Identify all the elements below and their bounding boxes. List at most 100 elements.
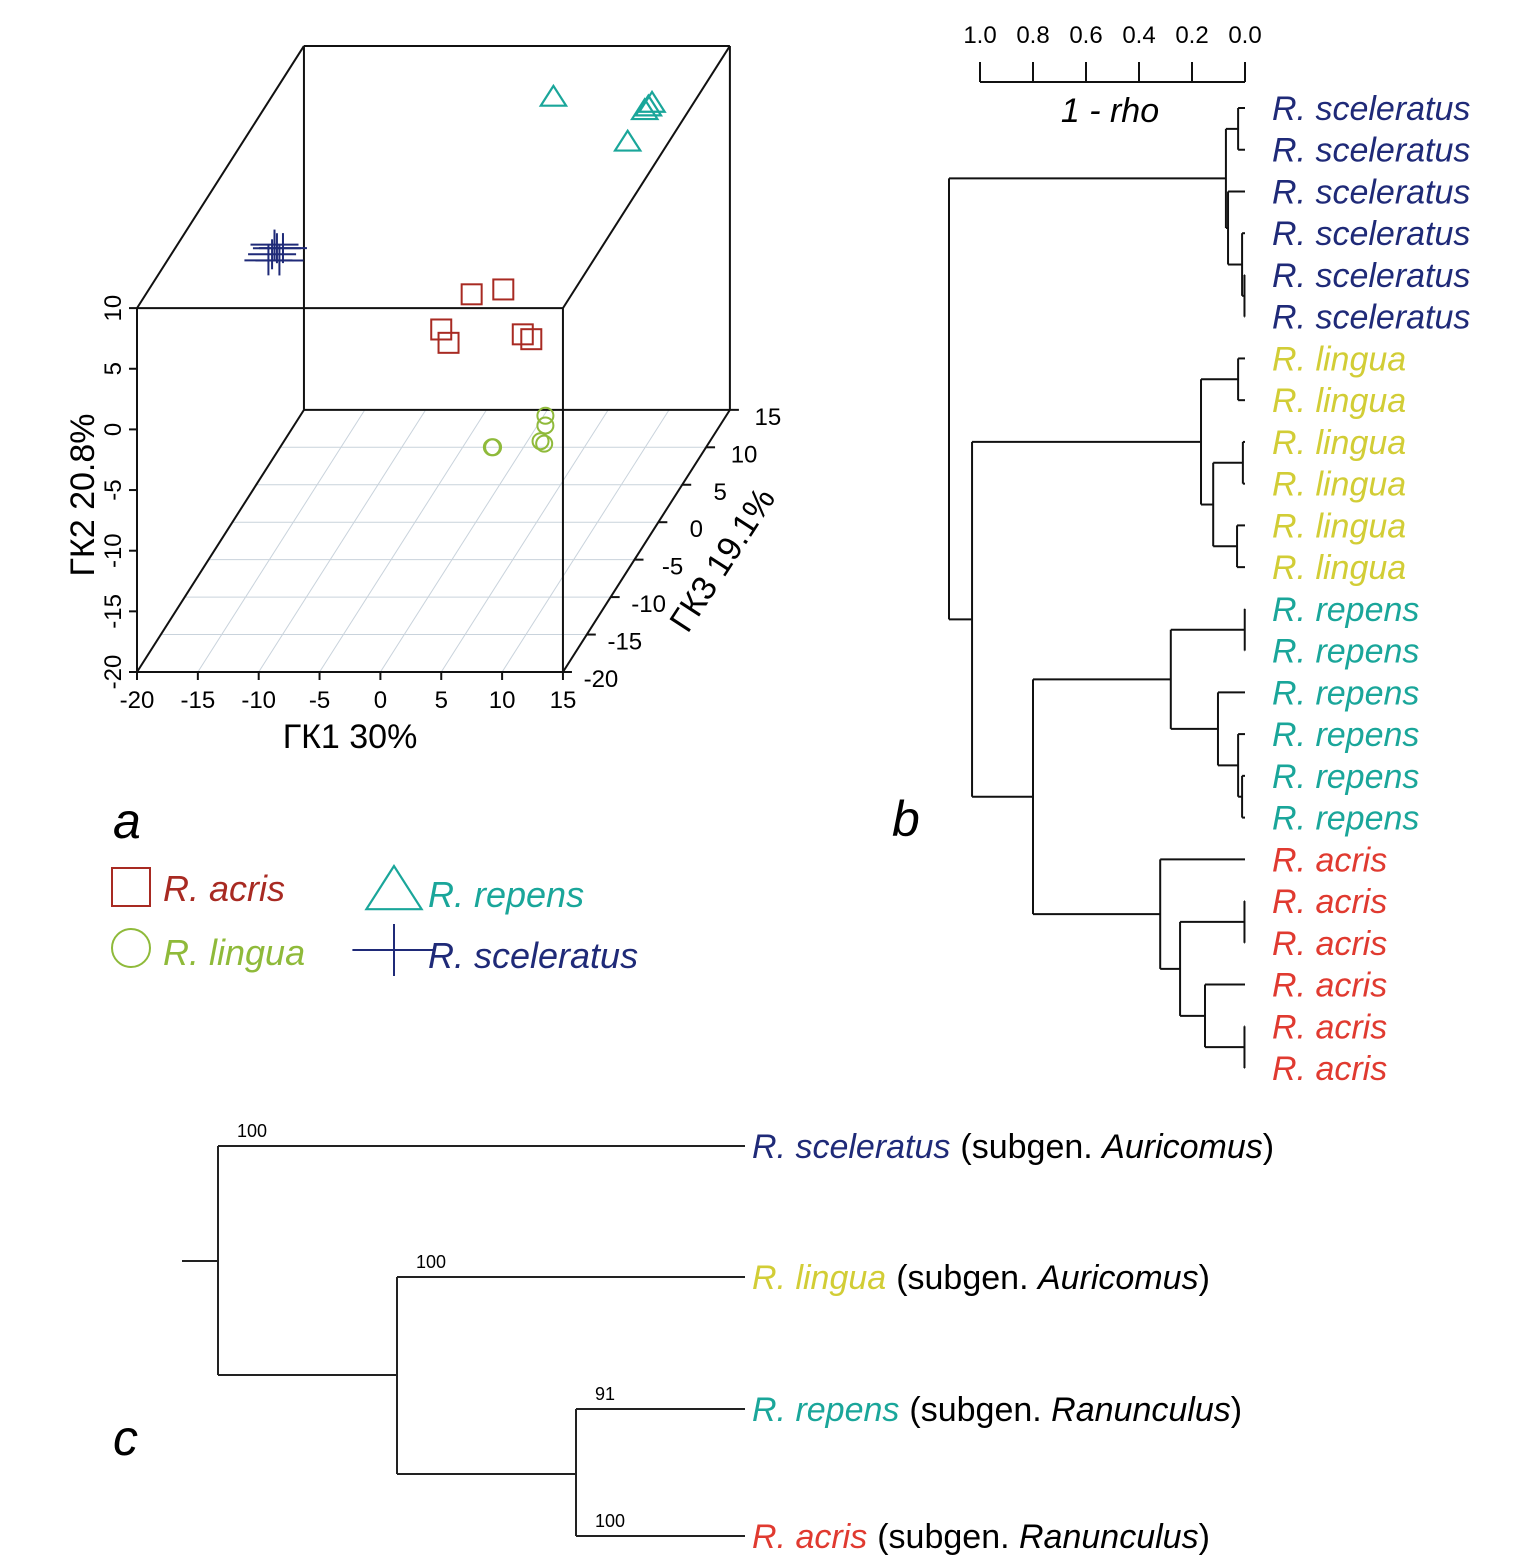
species-name: R. lingua	[752, 1259, 886, 1297]
legend-item: R. repens	[364, 863, 584, 915]
dendrogram-leaf-label: R. sceleratus	[1272, 132, 1470, 170]
bootstrap-support-label: 91	[595, 1384, 615, 1404]
subgenus-name: Ranunculus	[1019, 1518, 1199, 1556]
scale-tick-label: 1.0	[963, 22, 996, 49]
data-point-circle	[535, 434, 554, 453]
data-point-square	[511, 323, 534, 346]
z-tick-label: 15	[755, 404, 782, 431]
floor-grid-line	[440, 409, 609, 673]
cross-icon	[352, 924, 436, 976]
x-tick-label: 10	[489, 687, 516, 714]
data-point-cross	[258, 233, 307, 264]
y-tick-label: 0	[100, 423, 127, 436]
z-tick-label: 5	[714, 479, 727, 506]
x-axis-title: ГК1 30%	[283, 718, 418, 756]
bootstrap-support-label: 100	[237, 1121, 267, 1141]
z-tick-label: -5	[662, 554, 683, 581]
y-axis-title: ГК2 20.8%	[64, 414, 102, 577]
scale-tick-label: 0.0	[1228, 22, 1261, 49]
dendrogram-leaf-label: R. sceleratus	[1272, 173, 1470, 211]
floor-grid-line	[379, 409, 548, 673]
dendrogram-leaf-label: R. acris	[1272, 841, 1387, 879]
x-tick-label: -10	[241, 687, 276, 714]
bootstrap-support-label: 100	[595, 1511, 625, 1531]
floor-grid-line	[258, 409, 427, 673]
legend-label: R. acris	[163, 868, 285, 909]
subgenus-suffix: )	[1263, 1128, 1274, 1166]
subgenus-prefix: (subgen.	[877, 1518, 1019, 1556]
z-tick-label: 0	[690, 516, 703, 543]
legend-item: R. acris	[111, 867, 285, 909]
tree-leaf-label: R. repens (subgen. Ranunculus)	[752, 1391, 1242, 1429]
dendrogram-leaf-label: R. acris	[1272, 883, 1387, 921]
scale-tick-label: 0.6	[1069, 22, 1102, 49]
species-name: R. repens	[752, 1391, 899, 1429]
x-tick-label: -5	[309, 687, 330, 714]
plot-box-edge	[136, 409, 305, 673]
dendrogram-leaf-label: R. acris	[1272, 1050, 1387, 1088]
x-tick-label: 15	[550, 687, 577, 714]
dendrogram-leaf-label: R. sceleratus	[1272, 90, 1470, 128]
scale-axis-title: 1 - rho	[1061, 92, 1159, 130]
dendrogram-leaf-label: R. lingua	[1272, 424, 1406, 462]
dendrogram-leaf-label: R. repens	[1272, 633, 1419, 671]
panel-a-pca-3d-scatter: -20 -15 -10 -5 0 5 10 15-20-15-10-50510-20-15-1…	[64, 44, 783, 976]
circle-icon	[111, 928, 151, 968]
data-point-square	[520, 328, 543, 351]
species-name: R. acris	[752, 1518, 867, 1556]
data-point-triangle	[613, 128, 643, 152]
dendrogram-leaf-label: R. repens	[1272, 591, 1419, 629]
legend-label: R. lingua	[163, 932, 305, 973]
y-tick-label: -15	[100, 594, 127, 629]
dendrogram-leaf-label: R. acris	[1272, 1008, 1387, 1046]
data-point-circle	[536, 406, 555, 425]
data-point-triangle	[633, 93, 664, 117]
subgenus-name: Auricomus	[1036, 1259, 1199, 1297]
plot-box-edge	[562, 45, 731, 309]
dendrogram-leaf-label: R. repens	[1272, 758, 1419, 796]
floor-grid-line	[319, 409, 487, 673]
subgenus-prefix: (subgen.	[960, 1128, 1102, 1166]
bootstrap-support-label: 100	[416, 1252, 446, 1272]
dendrogram-leaf-label: R. acris	[1272, 967, 1387, 1005]
square-icon	[111, 867, 151, 907]
z-tick-label: -10	[631, 591, 666, 618]
dendrogram-leaf-label: R. acris	[1272, 925, 1387, 963]
scale-tick-label: 0.8	[1016, 22, 1049, 49]
data-point-square	[460, 283, 483, 306]
dendrogram-leaf-label: R. repens	[1272, 674, 1419, 712]
panel-label-c: c	[113, 1410, 138, 1466]
z-tick-label: -20	[584, 666, 619, 693]
tree-leaf-label: R. acris (subgen. Ranunculus)	[752, 1518, 1210, 1556]
data-point-triangle	[630, 97, 660, 121]
panel-b-dendrogram: 1.0 0.8 0.6 0.4 0.2 0.01 - rho R. sceleratusR.…	[947, 22, 1470, 1088]
dendrogram-leaf-label: R. lingua	[1272, 466, 1406, 504]
subgenus-suffix: )	[1199, 1518, 1210, 1556]
data-point-circle	[482, 438, 501, 457]
data-point-square	[492, 278, 515, 301]
z-tick-label: -15	[607, 629, 642, 656]
y-tick-label: -10	[100, 533, 127, 568]
y-tick-label: -5	[100, 479, 127, 500]
data-point-cross	[255, 245, 304, 276]
y-tick-label: 5	[100, 362, 127, 375]
panel-c-phylogenetic-tree: 100 R. sceleratus (subgen. Auricomus) 100 R.…	[182, 1121, 1274, 1556]
legend-item: R. sceleratus	[352, 924, 638, 976]
dendrogram-leaf-label: R. repens	[1272, 800, 1419, 838]
data-point-cross	[250, 229, 299, 260]
data-point-square	[437, 331, 460, 354]
data-point-circle	[531, 432, 550, 451]
tree-leaf-label: R. sceleratus (subgen. Auricomus)	[752, 1128, 1274, 1166]
floor-grid-line	[501, 409, 670, 673]
panel-label-a: a	[113, 793, 141, 849]
dendrogram-leaf-label: R. sceleratus	[1272, 257, 1470, 295]
y-tick-label: 10	[100, 295, 127, 322]
legend-label: R. sceleratus	[428, 935, 638, 976]
triangle-icon	[364, 863, 424, 911]
data-point-circle	[536, 416, 555, 435]
dendrogram-leaf-label: R. lingua	[1272, 340, 1406, 378]
plot-box-edge	[562, 409, 731, 673]
legend-item: R. lingua	[111, 928, 305, 973]
scale-tick-label: 0.2	[1175, 22, 1208, 49]
